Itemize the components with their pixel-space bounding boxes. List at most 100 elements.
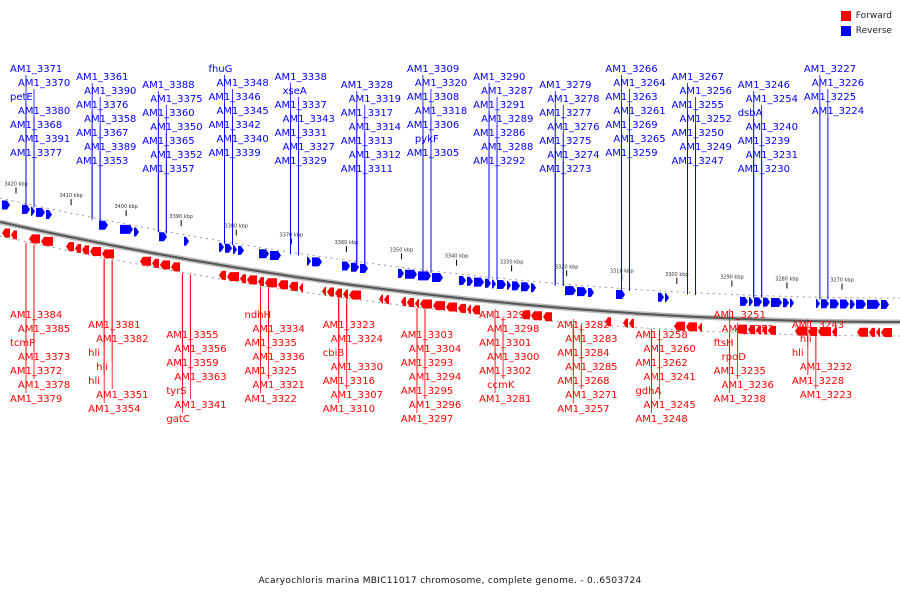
forward-gene-label: AM1_3325: [245, 366, 297, 377]
reverse-gene-arrow: [22, 204, 30, 214]
forward-gene-arrow: [219, 270, 226, 280]
reverse-gene-label: AM1_3231: [746, 150, 798, 161]
forward-gene-label: AM1_3228: [792, 376, 844, 387]
forward-gene-label: AM1_3335: [245, 338, 297, 349]
scale-label: 3370 kbp: [280, 232, 304, 238]
reverse-gene-label: AM1_3288: [481, 142, 533, 153]
reverse-gene-label: AM1_3320: [415, 78, 467, 89]
forward-gene-label: AM1_3284: [557, 348, 609, 359]
forward-gene-label: AM1_3283: [565, 334, 617, 345]
reverse-gene-label: AM1_3240: [746, 122, 798, 133]
reverse-gene-label: AM1_3269: [605, 120, 657, 131]
legend: Forward Reverse: [840, 8, 892, 38]
reverse-gene-label: AM1_3256: [680, 86, 732, 97]
forward-gene-label: hli: [88, 348, 100, 359]
legend-reverse: Reverse: [840, 23, 892, 38]
forward-gene-arrow: [66, 242, 74, 252]
forward-gene-arrow: [384, 295, 389, 305]
forward-gene-label: AM1_3381: [88, 320, 140, 331]
forward-gene-arrow: [623, 318, 628, 328]
forward-gene-label: AM1_3295: [401, 386, 453, 397]
reverse-gene-label: AM1_3286: [473, 128, 525, 139]
reverse-gene-label: AM1_3273: [539, 164, 591, 175]
forward-gene-label: ccmK: [487, 380, 515, 391]
reverse-gene-arrow: [783, 298, 789, 308]
forward-gene-arrow: [736, 324, 747, 334]
forward-gene-arrow: [446, 302, 457, 312]
forward-gene-arrow: [265, 278, 277, 288]
forward-gene-arrow: [327, 287, 334, 297]
forward-gene-label: AM1_3297: [401, 414, 453, 425]
forward-gene-label: AM1_3355: [166, 330, 218, 341]
forward-gene-label: AM1_3378: [18, 380, 70, 391]
forward-gene-label: AM1_3379: [10, 394, 62, 405]
forward-gene-arrow: [698, 322, 702, 332]
reverse-gene-arrow: [497, 279, 506, 289]
reverse-gene-label: AM1_3254: [746, 94, 798, 105]
forward-gene-arrow: [818, 327, 831, 337]
gene-arrows: [2, 200, 892, 337]
reverse-gene-label: AM1_3360: [142, 108, 194, 119]
forward-gene-label: AM1_3258: [635, 330, 687, 341]
forward-gene-label: AM1_3298: [487, 324, 539, 335]
forward-gene-arrow: [258, 277, 264, 287]
forward-gene-arrow: [41, 236, 53, 246]
forward-gene-label: AM1_3293: [401, 358, 453, 369]
reverse-gene-arrow: [749, 297, 753, 307]
reverse-gene-label: AM1_3230: [738, 164, 790, 175]
forward-gene-label: AM1_3262: [635, 358, 687, 369]
reverse-gene-label: pykF: [415, 134, 439, 145]
reverse-gene-label: AM1_3390: [84, 86, 136, 97]
reverse-gene-label: fhuG: [208, 64, 232, 75]
reverse-gene-label: AM1_3274: [547, 150, 599, 161]
reverse-gene-label: AM1_3308: [407, 92, 459, 103]
reverse-gene-label: AM1_3261: [613, 106, 665, 117]
forward-gene-arrow: [832, 327, 837, 337]
reverse-gene-label: AM1_3342: [208, 120, 260, 131]
reverse-gene-arrow: [2, 200, 10, 210]
reverse-gene-label: AM1_3311: [341, 164, 393, 175]
reverse-gene-label: AM1_3264: [613, 78, 665, 89]
reverse-gene-label: AM1_3247: [672, 156, 724, 167]
forward-gene-arrow: [299, 283, 303, 293]
forward-gene-label: AM1_3372: [10, 366, 62, 377]
forward-gene-arrow: [278, 280, 288, 290]
reverse-gene-label: AM1_3289: [481, 114, 533, 125]
reverse-gene-arrow: [485, 278, 491, 288]
reverse-gene-label: AM1_3343: [283, 114, 335, 125]
reverse-gene-label: AM1_3305: [407, 148, 459, 159]
forward-gene-label: AM1_3307: [331, 390, 383, 401]
forward-gene-arrow: [869, 327, 875, 337]
legend-forward: Forward: [840, 8, 892, 23]
scale-label: 3270 kbp: [830, 278, 854, 284]
forward-gene-arrow: [140, 256, 151, 266]
label-leaders: [25, 75, 829, 413]
forward-gene-label: AM1_3236: [722, 380, 774, 391]
reverse-gene-arrow: [474, 277, 484, 287]
reverse-gene-label: AM1_3371: [10, 64, 62, 75]
forward-gene-arrow: [748, 325, 755, 335]
forward-gene-label: AM1_3322: [245, 394, 297, 405]
reverse-gene-label: AM1_3388: [142, 80, 194, 91]
forward-gene-arrow: [458, 303, 466, 313]
forward-gene-label: AM1_3302: [479, 366, 531, 377]
reverse-gene-label: AM1_3291: [473, 100, 525, 111]
reverse-gene-label: AM1_3357: [142, 164, 194, 175]
scale-label: 3400 kbp: [114, 204, 138, 210]
forward-gene-arrow: [605, 317, 611, 327]
forward-gene-label: AM1_3243: [792, 320, 844, 331]
reverse-swatch: [840, 25, 851, 36]
forward-gene-arrow: [289, 281, 298, 291]
reverse-gene-label: AM1_3337: [275, 100, 327, 111]
forward-gene-label: hli: [800, 334, 812, 345]
forward-gene-arrow: [674, 321, 685, 331]
forward-gene-arrow: [2, 228, 10, 238]
reverse-gene-label: AM1_3314: [349, 122, 401, 133]
reverse-gene-label: AM1_3353: [76, 156, 128, 167]
reverse-gene-label: AM1_3376: [76, 100, 128, 111]
reverse-gene-label: AM1_3312: [349, 150, 401, 161]
forward-gene-label: AM1_3257: [557, 404, 609, 415]
reverse-gene-label: AM1_3317: [341, 108, 393, 119]
forward-gene-arrow: [75, 243, 81, 253]
